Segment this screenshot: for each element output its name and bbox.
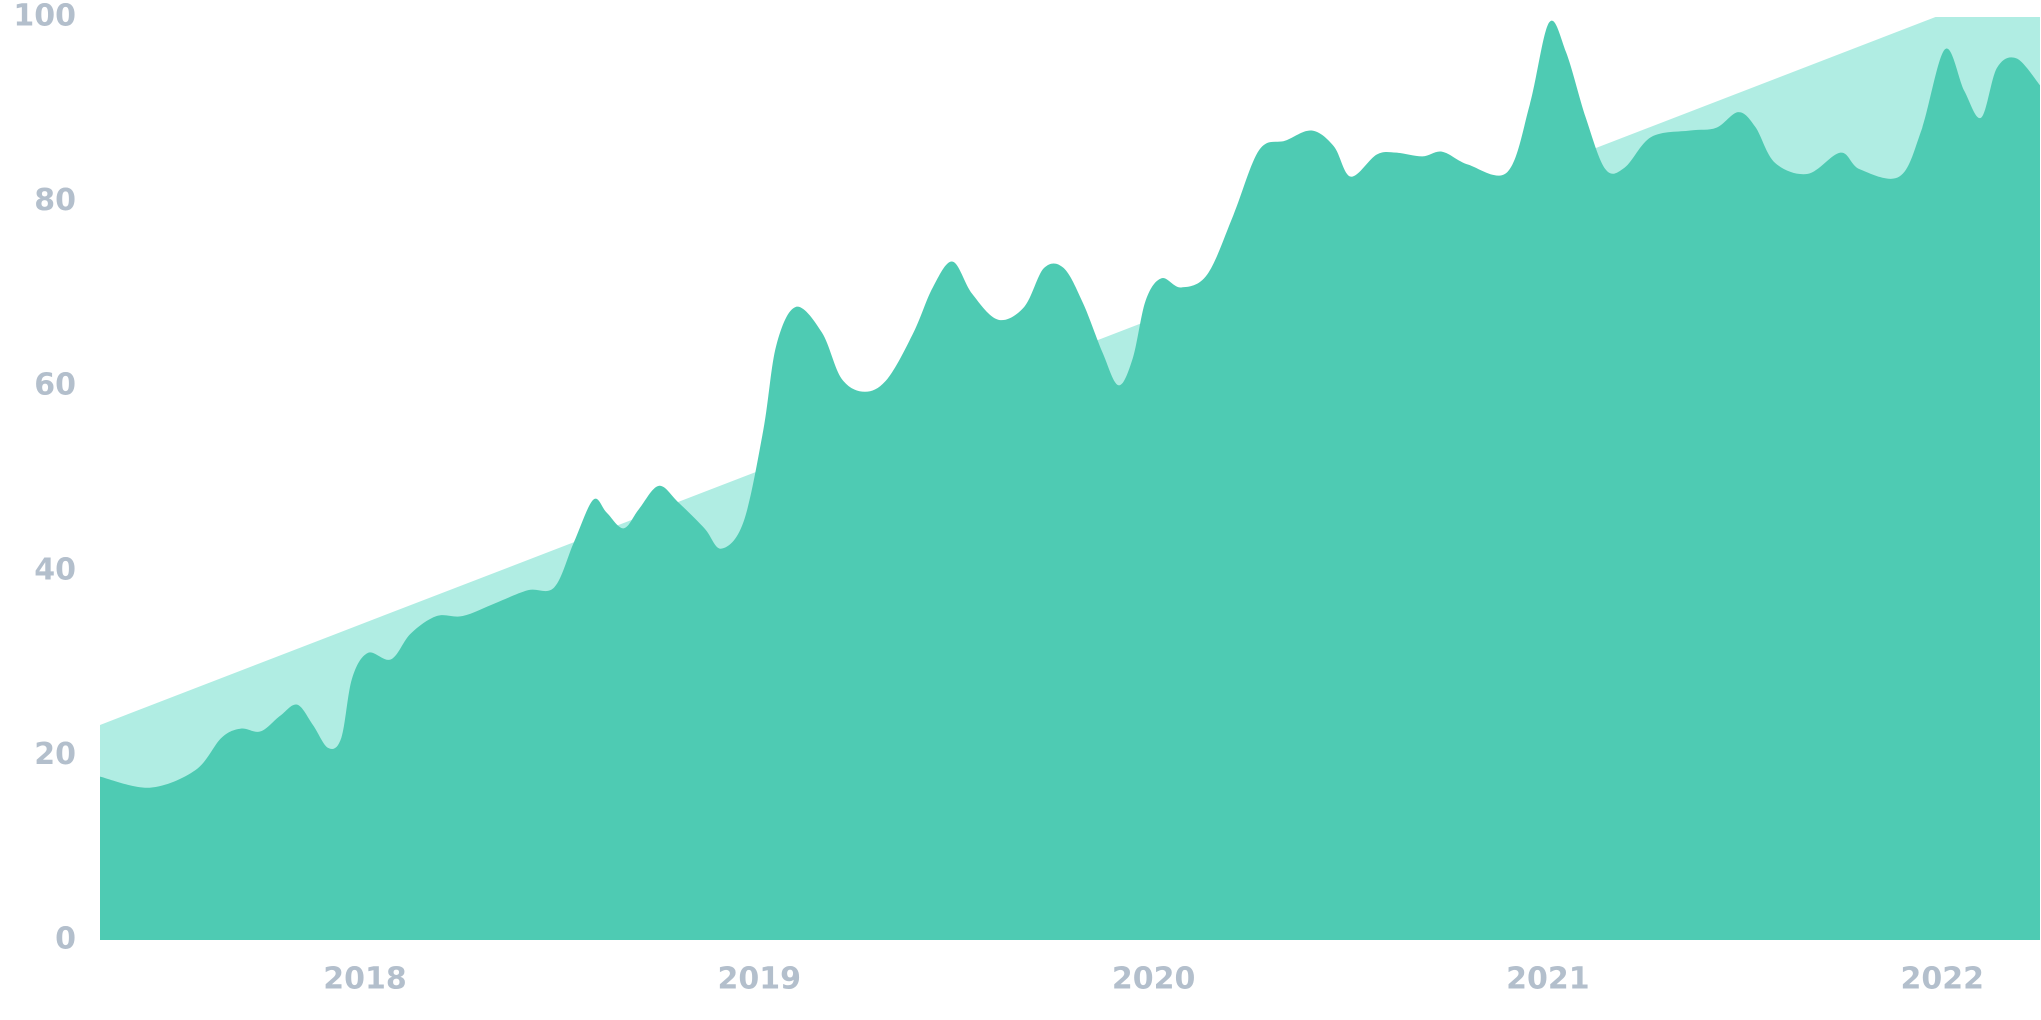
area — [100, 20, 2040, 940]
y-tick-label: 0 — [55, 922, 76, 957]
y-tick-label: 80 — [34, 183, 76, 218]
y-tick-label: 20 — [34, 737, 76, 772]
x-tick-label: 2021 — [1506, 962, 1590, 997]
x-tick-label: 2019 — [718, 962, 802, 997]
y-tick-label: 100 — [13, 0, 76, 34]
y-tick-label: 40 — [34, 552, 76, 587]
y-tick-label: 60 — [34, 368, 76, 403]
x-tick-label: 2022 — [1900, 962, 1984, 997]
x-tick-label: 2018 — [323, 962, 407, 997]
x-tick-label: 2020 — [1112, 962, 1196, 997]
